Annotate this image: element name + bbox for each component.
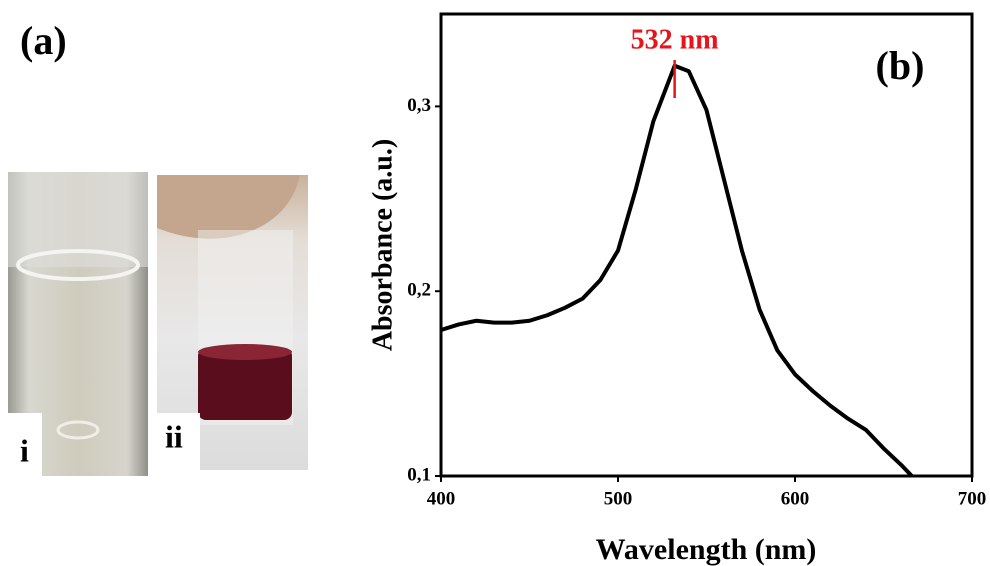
y-tick-label: 0,1 [407,464,431,485]
y-axis-label: Absorbance (a.u.) [367,139,398,351]
plot-frame [439,12,974,478]
x-tick-label: 600 [781,488,810,509]
x-tick-label: 400 [427,488,456,509]
panel-label: (b) [876,43,925,88]
panel-label: (a) [20,18,67,63]
x-tick-label: 500 [604,488,633,509]
y-tick-label: 0,3 [407,95,431,116]
photo-i [8,172,148,476]
photo-label: ii [165,418,183,454]
photo-label: i [20,432,29,468]
peak-annotation: 532 nm [631,24,719,55]
x-tick-label: 700 [958,488,987,509]
data-line [440,63,914,478]
y-tick-label: 0,2 [407,280,431,301]
photo-ii [157,175,308,470]
x-axis-label: Wavelength (nm) [596,533,817,566]
